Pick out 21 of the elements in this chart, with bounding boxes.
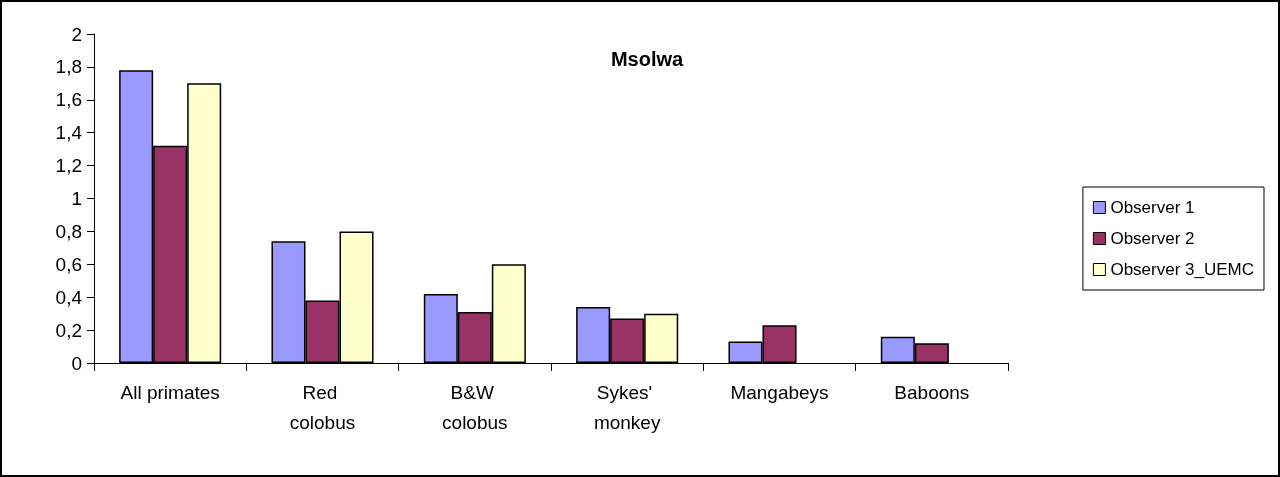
x-tick-label: Baboons <box>894 381 970 403</box>
y-tick-label: 1,2 <box>55 155 82 177</box>
x-tick-label: Mangabeys <box>730 381 829 403</box>
x-tick-label: Sykes' monkey <box>593 381 661 433</box>
y-tick-label: 1 <box>71 188 82 209</box>
x-tick-label: B&W colobus <box>442 381 508 433</box>
y-tick-label: 0,2 <box>55 319 82 341</box>
y-tick-label: 1,6 <box>55 89 82 111</box>
y-tick-label: 2 <box>71 23 82 45</box>
y-tick-label: 1,4 <box>55 122 83 144</box>
x-tick-label: All primates <box>120 381 220 403</box>
y-tick-label: 0,6 <box>55 253 82 275</box>
legend-label: Observer 2 <box>1110 229 1195 248</box>
y-tick-label: 1,8 <box>55 56 82 78</box>
legend-label: Observer 1 <box>1110 198 1195 217</box>
y-tick-label: 0,4 <box>55 286 83 308</box>
y-tick-label: 0,8 <box>55 220 82 242</box>
y-tick-label: 0 <box>71 352 82 374</box>
legend-label: Observer 3_UEMC <box>1110 260 1255 279</box>
x-tick-label: Red colobus <box>289 381 356 433</box>
text: Msolwa <box>610 48 684 70</box>
